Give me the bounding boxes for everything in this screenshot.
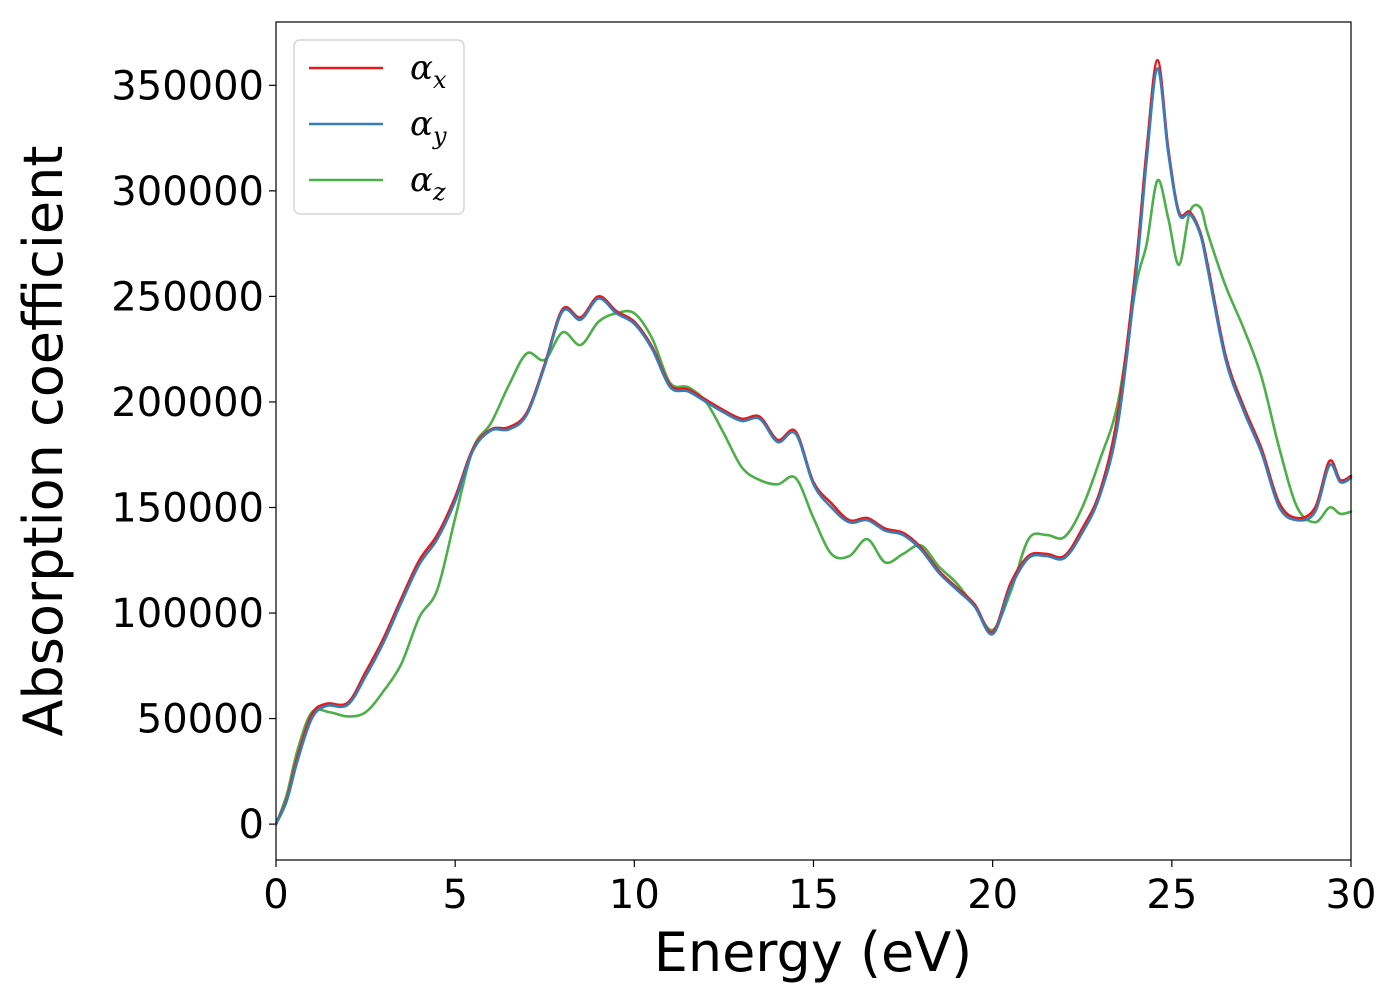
legend-label-alpha-x: αx — [410, 48, 447, 94]
series-line-alpha-y — [274, 67, 1353, 826]
legend-label-alpha-y: αy — [410, 104, 447, 150]
y-tick-label: 100000 — [111, 591, 264, 637]
series-line-alpha-z — [274, 178, 1353, 826]
series-layer — [274, 58, 1353, 826]
legend: αx αy αz — [293, 39, 465, 215]
legend-box — [293, 39, 465, 215]
y-tick-label: 250000 — [111, 274, 264, 320]
x-tick-label: 0 — [263, 872, 288, 918]
x-axis-title: Energy (eV) — [654, 921, 973, 984]
x-tick-label: 10 — [609, 872, 660, 918]
x-tick-label: 15 — [788, 872, 839, 918]
y-tick-label: 50000 — [137, 697, 264, 743]
x-tick-label: 30 — [1326, 872, 1377, 918]
y-axis-title: Absorption coefficient — [12, 146, 75, 737]
y-tick-label: 350000 — [111, 63, 264, 109]
plot-frame — [275, 21, 1352, 861]
y-tick-label: 200000 — [111, 380, 264, 426]
x-tick-label: 20 — [967, 872, 1018, 918]
y-tick-label: 300000 — [111, 169, 264, 215]
y-tick-label: 0 — [239, 802, 264, 848]
y-tick-label: 150000 — [111, 485, 264, 531]
tick-layer: 0 5 10 15 20 25 30 0 50000 100000 150000 200000 2500… — [111, 63, 1376, 918]
x-tick-label: 25 — [1146, 872, 1197, 918]
series-line-alpha-x — [274, 58, 1353, 826]
x-tick-label: 5 — [442, 872, 467, 918]
legend-label-alpha-z: αz — [410, 160, 446, 206]
